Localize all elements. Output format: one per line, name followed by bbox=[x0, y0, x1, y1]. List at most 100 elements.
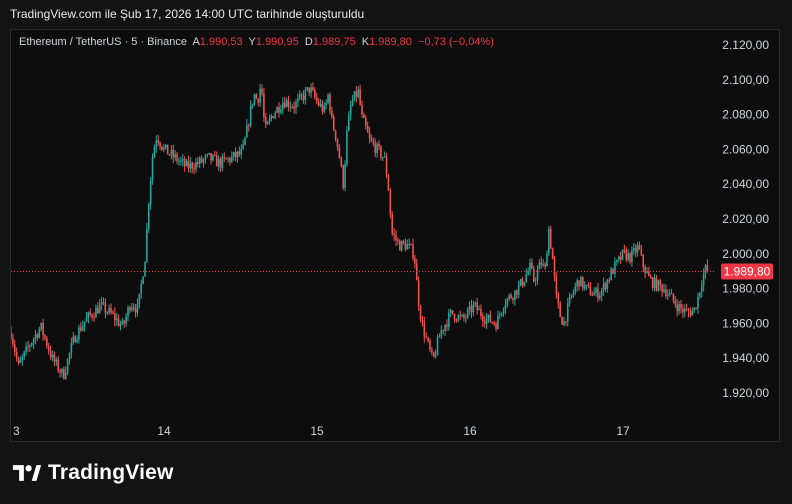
candle-body bbox=[353, 91, 356, 101]
candle-body bbox=[59, 370, 61, 373]
candle-body bbox=[183, 159, 186, 167]
candle-body bbox=[434, 354, 437, 357]
candle-body bbox=[46, 338, 48, 347]
candle-body bbox=[93, 317, 95, 319]
candle-body bbox=[549, 228, 552, 249]
candle-body bbox=[589, 285, 592, 296]
candle-body bbox=[566, 303, 569, 322]
candle-body bbox=[476, 302, 478, 311]
candle-body bbox=[312, 87, 314, 91]
candle-body bbox=[551, 248, 554, 260]
candle-body bbox=[274, 112, 277, 119]
candle-body bbox=[425, 336, 427, 338]
candle-body bbox=[651, 277, 654, 288]
candle-body bbox=[38, 329, 41, 338]
candle-body bbox=[632, 248, 635, 251]
candle-body bbox=[608, 279, 611, 281]
candle-body bbox=[470, 305, 473, 313]
candle-body bbox=[436, 337, 439, 355]
chart-caption: TradingView.com ile Şub 17, 2026 14:00 U… bbox=[10, 7, 365, 21]
candle-body bbox=[163, 147, 165, 150]
candle-body bbox=[264, 117, 267, 125]
candle-body bbox=[231, 156, 233, 162]
candle-body bbox=[431, 349, 433, 353]
candle-body bbox=[521, 279, 524, 286]
candle-body bbox=[144, 261, 146, 277]
candle-body bbox=[587, 284, 590, 286]
chart-panel[interactable]: Ethereum / TetherUS · 5 · Binance A1.990… bbox=[10, 29, 780, 442]
candle-body bbox=[308, 87, 310, 93]
candle-body bbox=[706, 265, 709, 272]
candle-body bbox=[351, 100, 354, 106]
candle-body bbox=[442, 330, 444, 332]
candle-body bbox=[680, 304, 682, 309]
candle-body bbox=[391, 214, 394, 234]
candle-body bbox=[372, 140, 375, 144]
candle-body bbox=[170, 149, 173, 155]
candle-body bbox=[140, 283, 143, 294]
candle-body bbox=[30, 343, 33, 346]
candle-body bbox=[610, 268, 612, 280]
candle-body bbox=[44, 334, 46, 339]
candle-body bbox=[595, 288, 597, 293]
candle-body bbox=[695, 307, 697, 309]
candle-body bbox=[527, 271, 529, 275]
candle-body bbox=[338, 146, 341, 158]
candle-body bbox=[314, 90, 316, 98]
candle-body bbox=[576, 280, 578, 287]
candle-body bbox=[346, 130, 348, 164]
candle-body bbox=[398, 240, 401, 251]
candle-body bbox=[410, 243, 412, 245]
candle-body bbox=[432, 352, 435, 357]
candle-body bbox=[478, 309, 480, 311]
candle-body bbox=[355, 91, 358, 97]
candle-body bbox=[691, 310, 694, 316]
candle-body bbox=[604, 283, 607, 290]
candlestick-chart[interactable]: 2.120,00 2.100,00 2.080,00 2.060,00 2.040,00… bbox=[11, 30, 779, 441]
candle-body bbox=[668, 293, 671, 295]
candle-body bbox=[217, 158, 220, 167]
candle-body bbox=[325, 102, 327, 106]
candle-body bbox=[132, 307, 135, 309]
candle-body bbox=[11, 332, 12, 339]
candle-body bbox=[451, 310, 454, 314]
y-tick-label: 2.120,00 bbox=[722, 38, 769, 52]
candle-body bbox=[181, 159, 184, 161]
candle-body bbox=[674, 300, 677, 305]
candle-body bbox=[315, 97, 318, 102]
candle-body bbox=[672, 293, 675, 301]
candle-body bbox=[263, 93, 265, 118]
candle-body bbox=[142, 276, 144, 284]
candle-body bbox=[366, 125, 369, 133]
candle-body bbox=[255, 94, 258, 99]
candle-body bbox=[419, 306, 422, 320]
open-label: A bbox=[192, 36, 200, 48]
candle-body bbox=[472, 304, 475, 313]
candle-body bbox=[385, 156, 388, 176]
candle-body bbox=[570, 294, 573, 298]
candle-body bbox=[40, 322, 42, 330]
x-tick-label: 3 bbox=[13, 424, 20, 438]
candle-body bbox=[483, 321, 486, 324]
candle-body bbox=[344, 163, 346, 188]
candle-body bbox=[244, 137, 246, 145]
candle-body bbox=[397, 240, 399, 242]
candle-body bbox=[242, 144, 244, 150]
candle-body bbox=[136, 303, 139, 313]
candle-body bbox=[180, 160, 182, 162]
candle-body bbox=[493, 322, 495, 324]
candle-body bbox=[161, 146, 163, 150]
candle-body bbox=[189, 162, 192, 169]
candle-body bbox=[13, 344, 16, 352]
symbol-label: Ethereum / TetherUS · 5 · Binance bbox=[19, 36, 187, 48]
candle-body bbox=[146, 228, 148, 262]
candle-body bbox=[87, 312, 90, 318]
candle-body bbox=[134, 308, 137, 313]
candle-body bbox=[619, 256, 622, 260]
candle-body bbox=[408, 243, 411, 245]
candle-body bbox=[112, 312, 114, 314]
candle-body bbox=[663, 289, 665, 292]
candle-body bbox=[247, 124, 250, 126]
candle-body bbox=[155, 140, 158, 147]
x-tick-label: 15 bbox=[310, 424, 324, 438]
